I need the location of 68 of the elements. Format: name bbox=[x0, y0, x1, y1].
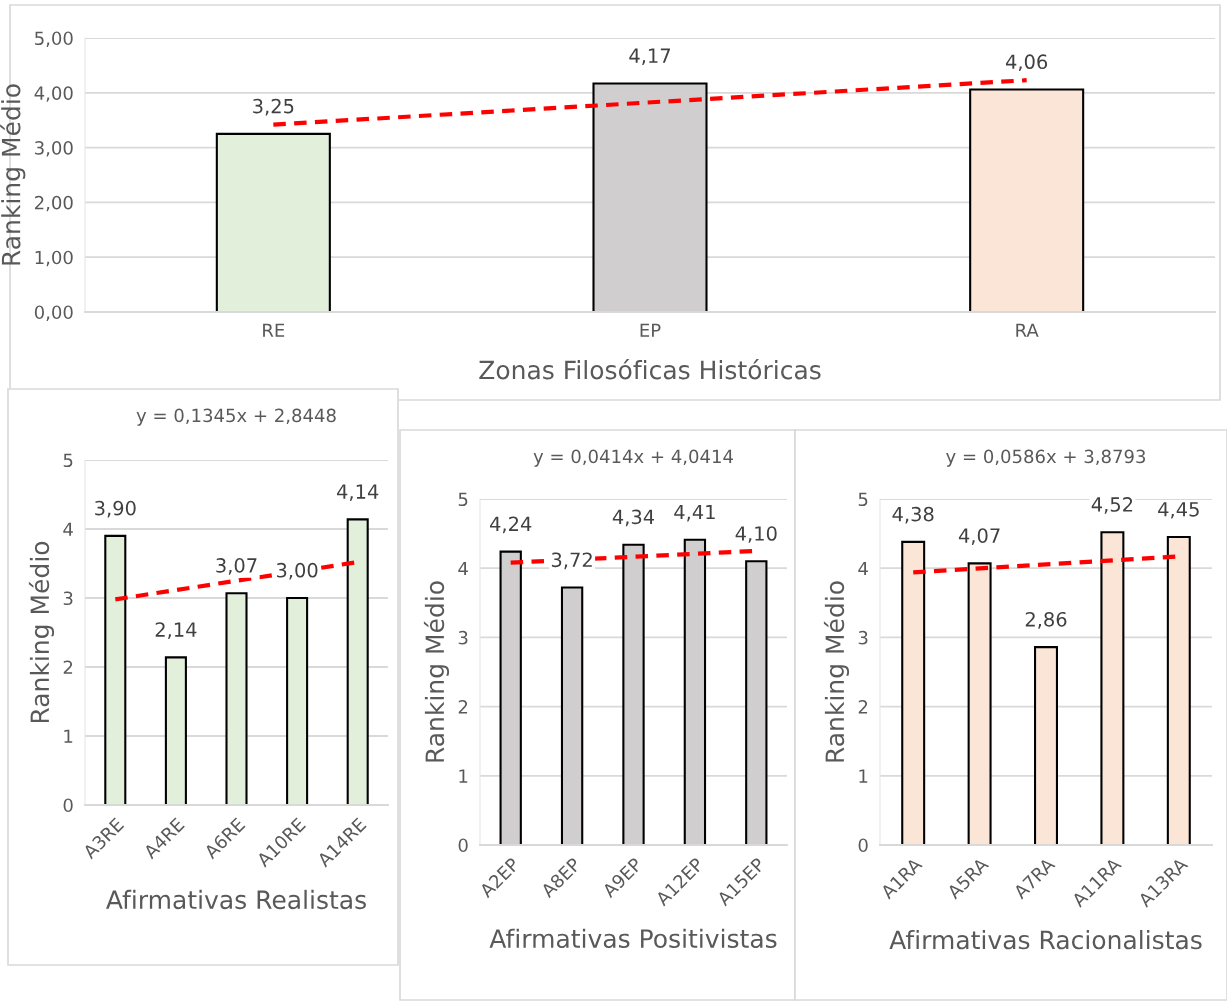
y-tick-label: 5 bbox=[63, 453, 73, 468]
bar bbox=[1100, 531, 1125, 845]
x-tick-label: RE bbox=[263, 323, 285, 337]
y-tick-label: 2 bbox=[63, 660, 73, 674]
x-axis-title: Zonas Filosóficas Históricas bbox=[479, 359, 821, 380]
y-tick-label: 4,00 bbox=[34, 86, 73, 102]
bar bbox=[104, 534, 127, 805]
y-tick-label: 1 bbox=[859, 769, 868, 783]
y-tick-label: 2 bbox=[458, 700, 468, 714]
y-tick-label: 3 bbox=[858, 630, 868, 645]
y-tick-label: 1,00 bbox=[35, 250, 73, 267]
x-tick-label: EP bbox=[640, 323, 661, 337]
bar bbox=[346, 518, 369, 805]
bar bbox=[901, 540, 926, 845]
text: y = 0,0586x + 3,8793 bbox=[946, 449, 1146, 467]
y-tick-label: 5 bbox=[458, 492, 468, 507]
y-axis-title: Ranking Médio bbox=[0, 84, 26, 265]
x-axis-title: Afirmativas Realistas bbox=[106, 889, 366, 910]
bar bbox=[164, 656, 187, 805]
y-tick-label: 3 bbox=[63, 591, 73, 606]
bar bbox=[1166, 536, 1191, 845]
data-label: 4,24 bbox=[490, 516, 532, 534]
y-tick-label: 1 bbox=[459, 769, 468, 783]
data-label: 2,86 bbox=[1025, 611, 1067, 629]
y-tick-label: 2 bbox=[858, 700, 868, 714]
data-label: 4,52 bbox=[1091, 497, 1133, 514]
data-label: 3,90 bbox=[95, 500, 136, 518]
data-label: 2,14 bbox=[155, 622, 197, 639]
bar bbox=[1034, 646, 1058, 845]
y-tick-label: 0 bbox=[858, 838, 868, 853]
y-tick-label: 5,00 bbox=[35, 31, 73, 47]
y-tick-label: 3,00 bbox=[35, 141, 73, 157]
data-label: 4,07 bbox=[958, 528, 1000, 545]
data-label: 3,00 bbox=[276, 562, 318, 580]
data-label: 4,34 bbox=[612, 509, 655, 527]
y-tick-label: 4 bbox=[63, 522, 73, 536]
data-label: 3,07 bbox=[216, 558, 257, 575]
data-label: 4,41 bbox=[674, 504, 715, 522]
y-axis-title: Ranking Médio bbox=[423, 581, 450, 762]
y-tick-label: 4 bbox=[858, 561, 868, 576]
y-tick-label: 0,00 bbox=[34, 305, 73, 321]
text: y = 0,1345x + 2,8448 bbox=[136, 408, 336, 426]
y-tick-label: 3 bbox=[458, 630, 468, 645]
bar bbox=[225, 592, 248, 805]
y-tick-label: 1 bbox=[64, 729, 73, 743]
x-axis-title: Afirmativas Racionalistas bbox=[889, 929, 1202, 950]
data-label: 4,14 bbox=[337, 484, 379, 501]
bar bbox=[286, 596, 309, 805]
data-label: 4,06 bbox=[1005, 54, 1048, 72]
bar bbox=[969, 88, 1085, 312]
data-label: 4,38 bbox=[892, 506, 934, 524]
data-label: 3,72 bbox=[551, 552, 592, 570]
x-axis-title: Afirmativas Positivistas bbox=[489, 928, 777, 949]
data-label: 4,10 bbox=[735, 526, 777, 543]
data-label: 3,25 bbox=[253, 98, 294, 116]
data-label: 4,45 bbox=[1158, 502, 1199, 519]
y-axis-title: Ranking Médio bbox=[28, 541, 55, 723]
text: y = 0,0414x + 4,0414 bbox=[533, 449, 733, 467]
bar bbox=[967, 562, 992, 845]
y-tick-label: 4 bbox=[458, 561, 468, 576]
y-tick-label: 2,00 bbox=[35, 195, 73, 212]
x-tick-label: RA bbox=[1016, 323, 1039, 337]
bar bbox=[215, 132, 331, 312]
y-axis-title: Ranking Médio bbox=[823, 581, 850, 762]
y-tick-label: 0 bbox=[63, 798, 73, 813]
y-tick-label: 5 bbox=[858, 492, 868, 507]
data-label: 4,17 bbox=[629, 48, 670, 66]
y-tick-label: 0 bbox=[458, 838, 468, 853]
